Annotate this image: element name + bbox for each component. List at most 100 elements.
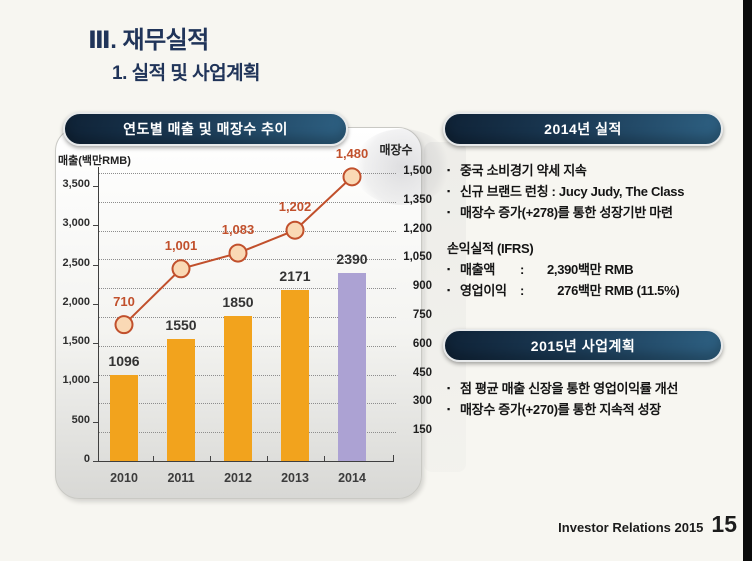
plot-area: 매출(백만RMB) 매장수 150 300 450 600 750 900 1,050 1,2… bbox=[58, 143, 432, 485]
line-marker bbox=[228, 243, 248, 263]
bar-value-label: 1850 bbox=[222, 294, 254, 310]
line-marker bbox=[285, 220, 305, 240]
store-count-line bbox=[114, 167, 362, 335]
line-marker bbox=[342, 167, 362, 187]
line-value-label: 1,480 bbox=[335, 145, 369, 161]
right-axis-tick: 1,350 bbox=[403, 193, 432, 206]
metric-colon: : bbox=[520, 262, 525, 277]
left-axis-tickmark bbox=[93, 382, 98, 384]
right-axis-tick: 150 bbox=[412, 424, 432, 437]
gridline bbox=[98, 230, 396, 232]
metric-unit: 백만 RMB bbox=[578, 262, 634, 277]
line-value-label: 1,202 bbox=[278, 199, 312, 215]
left-axis-tick: 1,500 bbox=[62, 335, 90, 348]
left-axis-tickmark bbox=[93, 461, 98, 462]
left-axis-title: 매출(백만RMB) bbox=[58, 155, 131, 167]
left-axis-tick: 500 bbox=[71, 413, 90, 426]
gridline bbox=[98, 201, 396, 203]
bullet-item: 신규 브랜드 런칭 : Jucy Judy, The Class bbox=[447, 181, 729, 202]
bar-2014 bbox=[338, 273, 366, 461]
right-axis-tick: 300 bbox=[412, 395, 432, 408]
gridline bbox=[98, 173, 396, 174]
left-axis-tickmark bbox=[93, 264, 98, 266]
left-axis-tickmark bbox=[93, 343, 98, 345]
x-axis-label: 2011 bbox=[167, 471, 195, 485]
left-axis-tick: 2,000 bbox=[62, 295, 90, 308]
left-axis-tickmark bbox=[93, 421, 98, 423]
scan-watermark-circle bbox=[353, 129, 451, 205]
left-axis-tickmark bbox=[93, 186, 98, 187]
footer-page-number: 15 bbox=[711, 511, 737, 537]
profit-subheading: 손익실적 (IFRS) bbox=[447, 241, 534, 256]
x-axis-tickmark bbox=[323, 456, 325, 461]
x-axis-label: 2012 bbox=[224, 471, 252, 485]
x-axis-label: 2014 bbox=[338, 471, 366, 485]
bullet-item: 점 평균 매출 신장을 통한 영업이익률 개선 bbox=[447, 378, 729, 399]
panel-2014-body: 중국 소비경기 약세 지속 신규 브랜드 런칭 : Jucy Judy, The… bbox=[447, 160, 729, 301]
right-axis-tick: 1,500 bbox=[403, 165, 432, 177]
bar-value-label: 1096 bbox=[108, 353, 140, 369]
right-axis-tick: 600 bbox=[412, 337, 432, 350]
x-axis-tickmark bbox=[266, 456, 268, 461]
chart-header-label: 연도별 매출 및 매장수 추이 bbox=[123, 121, 288, 137]
gridline bbox=[98, 259, 396, 261]
metric-colon: : bbox=[520, 283, 525, 298]
x-axis-label: 2013 bbox=[281, 471, 309, 485]
x-axis-label: 2010 bbox=[110, 471, 138, 485]
right-axis-tick: 1,200 bbox=[403, 222, 432, 235]
metric-label: 매출액 bbox=[460, 262, 495, 277]
line-marker bbox=[171, 259, 191, 279]
x-axis-tickmark bbox=[152, 456, 154, 461]
right-axis-tick: 1,050 bbox=[403, 251, 432, 264]
bar-2011 bbox=[167, 339, 195, 461]
line-value-label: 1,083 bbox=[221, 222, 255, 238]
panel-2015-header-pill: 2015년 사업계획 bbox=[443, 329, 723, 362]
left-axis-tick: 3,000 bbox=[62, 217, 90, 230]
left-axis-tick: 3,500 bbox=[62, 178, 90, 190]
x-axis-tickmark bbox=[209, 456, 211, 461]
scan-edge-strip bbox=[743, 0, 752, 561]
x-axis-line bbox=[98, 461, 394, 462]
bar-value-label: 2390 bbox=[336, 251, 368, 267]
left-axis-tick: 0 bbox=[83, 453, 90, 465]
panel-2014-header-label: 2014년 실적 bbox=[544, 121, 622, 137]
panel-2015-body: 점 평균 매출 신장을 통한 영업이익률 개선 매장수 증가(+270)를 통한… bbox=[447, 378, 729, 420]
panel-2014-header-pill: 2014년 실적 bbox=[443, 112, 723, 146]
right-axis-tick: 900 bbox=[412, 280, 432, 293]
metric-row-revenue: 매출액 : 2,390 백만 RMB bbox=[447, 259, 729, 280]
metric-row-operating-profit: 영업이익 : 276 백만 RMB (11.5%) bbox=[447, 280, 729, 301]
x-axis-end-tick bbox=[393, 455, 394, 461]
bar-2010 bbox=[110, 375, 138, 461]
line-value-label: 1,001 bbox=[164, 237, 198, 253]
metric-label: 영업이익 bbox=[460, 283, 507, 298]
footer: Investor Relations 2015 15 bbox=[558, 511, 737, 538]
left-axis-tickmark bbox=[93, 225, 98, 227]
panel-2015-header-label: 2015년 사업계획 bbox=[530, 337, 636, 354]
panel-2015-bullets: 점 평균 매출 신장을 통한 영업이익률 개선 매장수 증가(+270)를 통한… bbox=[447, 378, 729, 420]
metric-number: 276 bbox=[557, 283, 578, 298]
metric-number: 2,390 bbox=[546, 262, 578, 277]
page-title: Ⅲ. 재무실적 bbox=[88, 27, 209, 54]
line-value-label: 710 bbox=[113, 293, 135, 309]
bar-value-label: 2171 bbox=[279, 268, 311, 284]
right-axis-title: 매장수 bbox=[379, 143, 413, 157]
bar-2013 bbox=[281, 290, 309, 461]
right-axis-tick: 450 bbox=[412, 366, 432, 379]
right-axis-tick: 750 bbox=[412, 309, 432, 321]
left-axis-tick: 1,000 bbox=[62, 374, 90, 387]
bullet-item: 매장수 증가(+270)를 통한 지속적 성장 bbox=[447, 399, 729, 420]
page-subtitle: 1. 실적 및 사업계획 bbox=[112, 63, 261, 84]
bullet-item: 매장수 증가(+278)를 통한 성장기반 마련 bbox=[447, 202, 729, 223]
line-marker bbox=[114, 315, 134, 335]
panel-2014-bullets: 중국 소비경기 약세 지속 신규 브랜드 런칭 : Jucy Judy, The… bbox=[447, 160, 729, 223]
left-axis-tick: 2,500 bbox=[62, 256, 90, 269]
metric-unit: 백만 RMB (11.5%) bbox=[578, 283, 680, 298]
bar-2012 bbox=[224, 316, 252, 461]
bar-value-label: 1550 bbox=[165, 317, 197, 333]
chart-header-pill: 연도별 매출 및 매장수 추이 bbox=[63, 112, 348, 146]
chart-panel: 매출(백만RMB) 매장수 150 300 450 600 750 900 1,050 1,2… bbox=[55, 127, 451, 499]
left-axis-tickmark bbox=[93, 303, 98, 305]
bullet-item: 중국 소비경기 약세 지속 bbox=[447, 160, 729, 181]
footer-label: Investor Relations 2015 bbox=[558, 520, 704, 535]
